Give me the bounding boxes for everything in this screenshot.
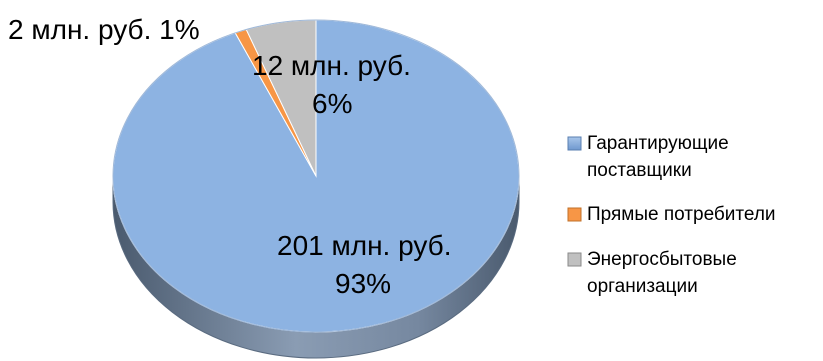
legend-item-energy-sales-organizations: Энергосбытовые организации: [567, 249, 737, 297]
legend-label-energy-sales-organizations-line1: Энергосбытовые: [587, 249, 737, 270]
slice-label-main-value: 201 млн. руб.: [277, 230, 452, 261]
legend-label-guaranteeing-suppliers-line1: Гарантирующие: [587, 133, 729, 154]
legend-label-energy-sales-organizations-line2: организации: [587, 276, 698, 297]
slice-label-main-percent: 93%: [335, 268, 391, 299]
pie-group: [112, 19, 520, 359]
slice-label-grey-percent: 6%: [312, 88, 352, 119]
slice-label-small-value: 2 млн. руб. 1%: [8, 14, 200, 45]
legend: Гарантирующие поставщики Прямые потребит…: [567, 133, 776, 297]
legend-swatch-energy-sales-organizations: [567, 252, 582, 267]
legend-item-direct-consumers: Прямые потребители: [567, 204, 776, 225]
legend-label-direct-consumers: Прямые потребители: [587, 204, 776, 225]
legend-item-guaranteeing-suppliers: Гарантирующие поставщики: [567, 133, 729, 181]
data-labels: 2 млн. руб. 1% 12 млн. руб. 6% 201 млн. …: [8, 14, 452, 299]
slice-label-grey-value: 12 млн. руб.: [252, 50, 411, 81]
legend-label-guaranteeing-suppliers-line2: поставщики: [587, 160, 692, 181]
pie-top-rim: [112, 19, 520, 333]
legend-swatch-guaranteeing-suppliers: [567, 136, 582, 151]
legend-swatch-direct-consumers: [567, 207, 582, 222]
